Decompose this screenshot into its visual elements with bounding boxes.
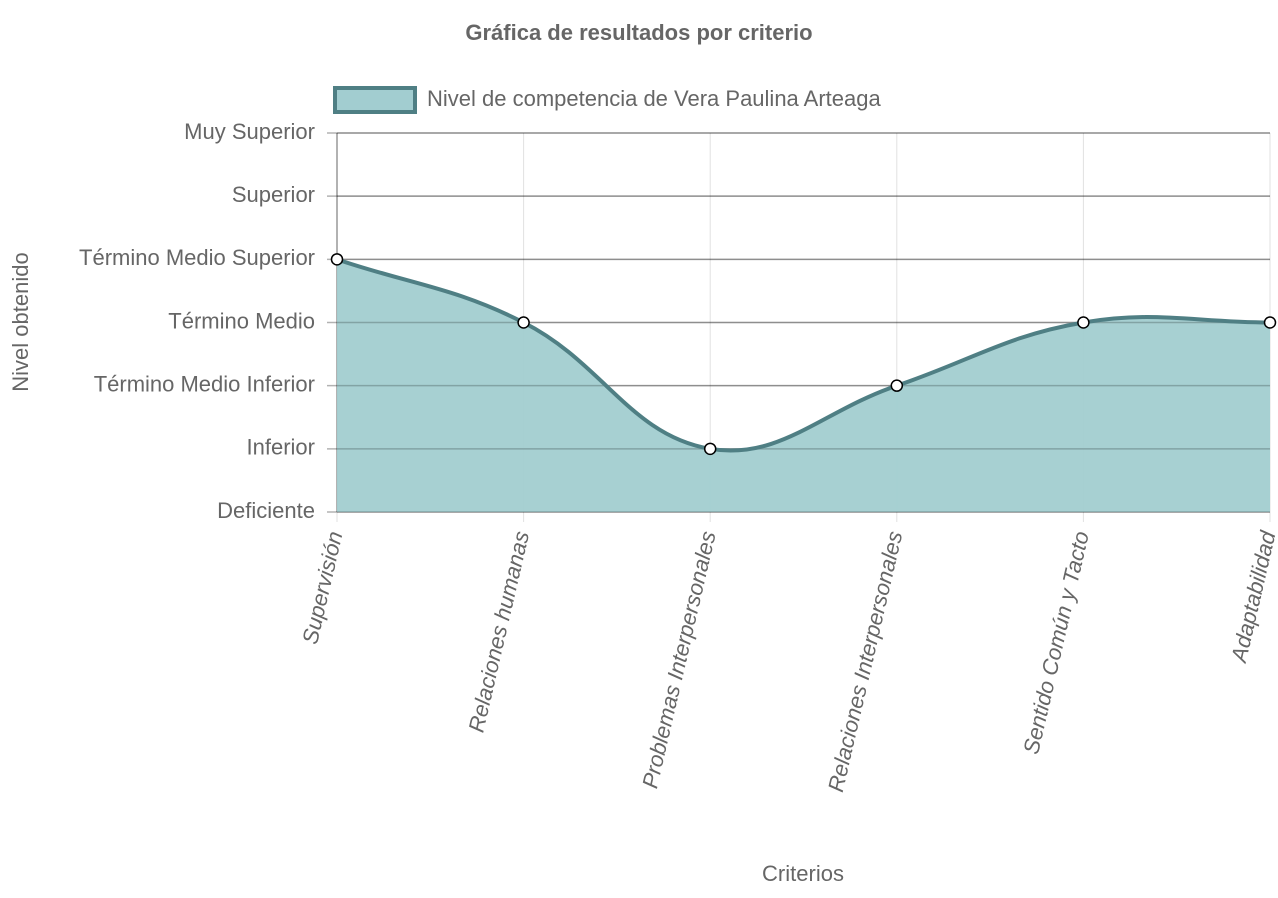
x-tick-label: Relaciones humanas: [464, 529, 535, 735]
y-tick-label: Término Medio Superior: [79, 245, 315, 270]
y-tick-label: Término Medio: [168, 308, 315, 333]
x-tick-label: Sentido Común y Tacto: [1018, 529, 1094, 757]
legend-swatch: [333, 86, 417, 114]
point: [890, 379, 904, 392]
y-tick-label: Superior: [232, 182, 315, 207]
y-tick-label: Deficiente: [217, 498, 315, 523]
y-tick-label: Inferior: [247, 435, 315, 460]
x-tick-label: Adaptabilidad: [1226, 528, 1278, 666]
y-tick-label: Término Medio Inferior: [94, 371, 315, 396]
x-tick-label: Supervisión: [297, 529, 347, 647]
point: [1263, 316, 1277, 329]
point: [1077, 316, 1090, 329]
point: [517, 316, 530, 329]
chart-title: Gráfica de resultados por criterio: [465, 20, 812, 45]
y-tick-label: Muy Superior: [184, 119, 315, 144]
point: [330, 253, 344, 266]
point: [703, 442, 717, 456]
line: [336, 257, 1271, 453]
x-tick-label: Problemas Interpersonales: [637, 529, 721, 791]
x-tick-label: Relaciones Interpersonales: [823, 529, 907, 794]
x-axis-title: Criterios: [762, 861, 844, 886]
legend-label: Nivel de competencia de Vera Paulina Art…: [427, 86, 882, 111]
y-axis-title: Nivel obtenido: [8, 252, 33, 391]
area: [337, 259, 1270, 512]
